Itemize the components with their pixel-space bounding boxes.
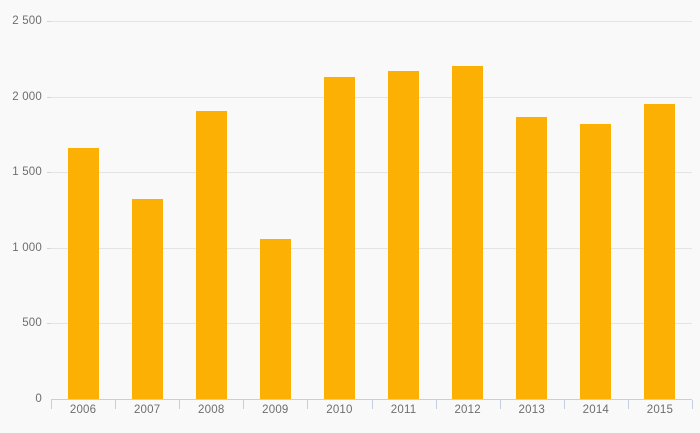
plot-area <box>51 21 692 399</box>
x-axis-tick <box>436 400 437 409</box>
y-tick-label: 1 000 <box>12 241 42 254</box>
bar[interactable] <box>195 110 227 399</box>
y-tick-label: 1 500 <box>12 166 42 179</box>
y-axis: 2 500 2 000 1 500 1 000 500 0 <box>0 0 42 433</box>
bar[interactable] <box>388 70 420 399</box>
x-tick-label: 2011 <box>390 404 417 416</box>
bar[interactable] <box>67 147 99 399</box>
x-tick-label: 2008 <box>198 404 225 416</box>
x-tick-label: 2014 <box>582 404 610 416</box>
x-axis-tick <box>564 400 565 409</box>
bar[interactable] <box>580 123 612 399</box>
gridline <box>51 323 692 325</box>
x-tick-label: 2012 <box>454 404 481 416</box>
x-axis-tick <box>372 400 373 409</box>
x-axis-tick <box>115 400 116 409</box>
gridline <box>51 21 692 22</box>
x-axis-tick <box>692 400 693 409</box>
x-tick-label: 2013 <box>518 404 545 416</box>
bars-layer <box>51 21 692 399</box>
bar[interactable] <box>323 76 355 399</box>
x-tick-label: 2015 <box>646 404 674 416</box>
x-axis-tick <box>51 400 52 409</box>
bar[interactable] <box>516 117 548 399</box>
x-tick-label: 2007 <box>133 404 161 416</box>
bar[interactable] <box>644 104 676 399</box>
gridline <box>51 96 692 98</box>
x-axis-tick <box>179 400 180 409</box>
y-tick-label: 2 500 <box>12 15 42 27</box>
y-tick-label: 500 <box>22 317 42 330</box>
x-axis-tick <box>500 400 501 409</box>
x-axis-line <box>51 399 692 400</box>
x-axis-tick <box>243 400 244 409</box>
gridline <box>51 247 692 249</box>
y-tick-label: 2 000 <box>12 90 42 103</box>
bar[interactable] <box>131 199 163 399</box>
x-tick-label: 2009 <box>262 404 289 416</box>
bar[interactable] <box>259 239 291 399</box>
x-tick-label: 2006 <box>69 404 97 416</box>
x-axis-tick <box>628 400 629 409</box>
x-tick-label: 2010 <box>326 404 353 416</box>
x-axis-tick <box>307 400 308 409</box>
gridline <box>51 172 692 174</box>
bar[interactable] <box>452 65 484 399</box>
y-tick-label: 0 <box>35 393 42 405</box>
